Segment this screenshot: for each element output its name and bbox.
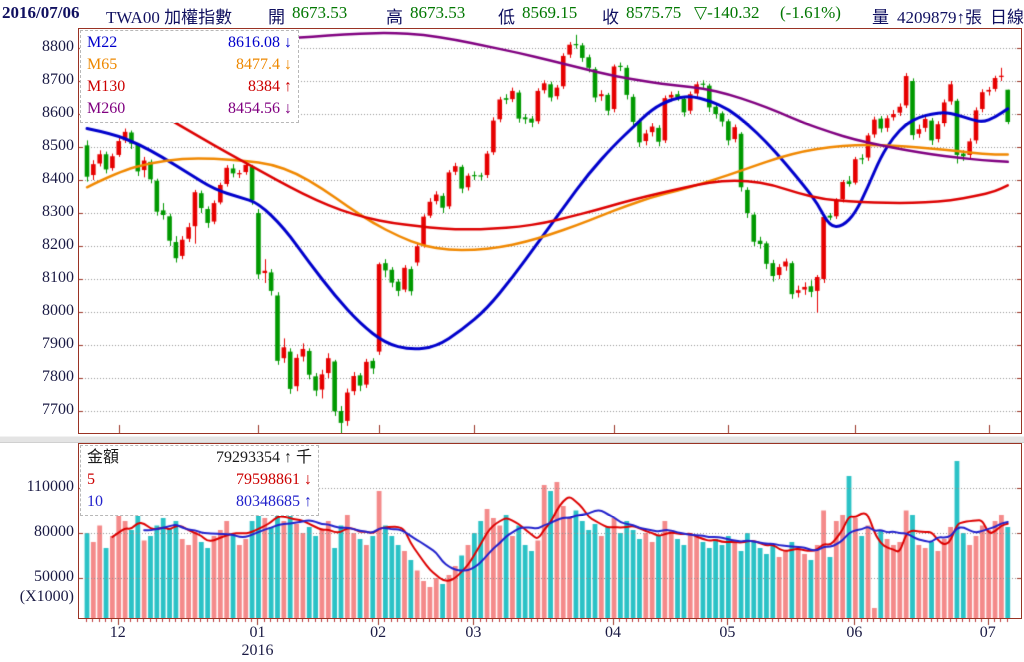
price-axis-label: 8000 (42, 302, 74, 319)
volume-label: 量 (872, 8, 889, 27)
volume-legend-box: 金額 79293354 ↑ 千 5 79598861 ↓ 10 80348685 ↑ (80, 445, 319, 516)
volume-legend-row: 10 80348685 ↑ (87, 491, 312, 513)
price-axis-label: 7700 (42, 401, 74, 418)
volume-legend-label: 10 (87, 493, 103, 510)
volume-legend-row: 5 79598861 ↓ (87, 469, 312, 491)
high-value: 8673.53 (410, 3, 466, 22)
date-axis-tick-strip (78, 619, 1020, 629)
volume-axis-label: 50000 (34, 567, 74, 585)
month-label: 02 (370, 624, 387, 641)
price-axis-label: 8300 (42, 203, 74, 220)
price-axis-label: 8600 (42, 104, 74, 121)
volume-legend-label: 5 (87, 471, 95, 488)
ma-legend-label: M65 (87, 56, 118, 73)
low-value: 8569.15 (522, 3, 578, 22)
ma-legend-row: M130 8384 ↑ (87, 76, 292, 98)
volume-legend-value: 79293354 ↑ 千 (215, 449, 312, 466)
year-label: 2016 (241, 642, 274, 659)
volume-value: 4209879↑張 (897, 8, 982, 27)
change-value: ▽-140.32 (694, 3, 760, 22)
volume-chart-panel: 金額 79293354 ↑ 千 5 79598861 ↓ 10 80348685 ↑ (78, 443, 1022, 619)
ma-legend-row: M65 8477.4 ↓ (87, 54, 292, 76)
ma-legend-value: 8616.08 ↓ (228, 34, 292, 51)
open-label: 開 (268, 8, 285, 27)
price-axis-label: 8400 (42, 170, 74, 187)
price-axis-label: 8800 (42, 38, 74, 55)
volume-axis-label: 110000 (26, 478, 74, 495)
high-label: 高 (386, 8, 403, 27)
volume-legend-row: 金額 79293354 ↑ 千 (87, 447, 312, 469)
low-label: 低 (498, 8, 515, 27)
month-label: 01 (249, 624, 266, 641)
quote-info-bar: 2016/07/06 TWA00 加權指數 開 8673.53 高 8673.5… (0, 0, 1024, 28)
month-label: 05 (719, 624, 736, 641)
ma-legend-label: M130 (87, 78, 126, 95)
volume-legend-value: 80348685 ↑ (236, 493, 312, 510)
panel-splitter[interactable] (0, 436, 1024, 443)
ma-legend-label: M22 (87, 34, 118, 51)
volume-legend-label: 金額 (87, 449, 120, 466)
open-value: 8673.53 (292, 3, 348, 22)
price-axis-label: 7900 (42, 335, 74, 352)
price-chart-panel: M22 8616.08 ↓ M65 8477.4 ↓ M130 8384 ↑ M260 845… (78, 28, 1022, 434)
price-axis-label: 8700 (42, 71, 74, 88)
price-axis-label: 7800 (42, 368, 74, 385)
price-axis-label: 8500 (42, 137, 74, 154)
price-axis-label: 8200 (42, 236, 74, 253)
change-pct-value: (-1.61%) (780, 3, 841, 22)
ma-legend-value: 8477.4 ↓ (236, 56, 292, 73)
trade-date: 2016/07/06 (2, 3, 80, 22)
month-label: 12 (109, 624, 126, 641)
ma-legend-row: M260 8454.56 ↓ (87, 98, 292, 120)
month-label: 03 (465, 624, 482, 641)
close-value: 8575.75 (626, 3, 682, 22)
symbol-name: TWA00 加權指數 (106, 8, 233, 27)
month-label: 07 (979, 624, 996, 641)
volume-axis-label: 80000 (34, 522, 74, 540)
month-label: 06 (846, 624, 863, 641)
month-label: 04 (605, 624, 622, 641)
ma-legend-label: M260 (87, 100, 126, 117)
close-label: 收 (602, 8, 619, 27)
ma-legend-box: M22 8616.08 ↓ M65 8477.4 ↓ M130 8384 ↑ M260 845… (80, 30, 299, 123)
price-axis-label: 8100 (42, 269, 74, 286)
volume-legend-value: 79598861 ↓ (236, 471, 312, 488)
period-selector[interactable]: 日線 (990, 8, 1024, 27)
ma-legend-value: 8454.56 ↓ (228, 100, 292, 117)
ma-legend-value: 8384 ↑ (248, 78, 292, 95)
volume-axis-unit: (X1000) (19, 588, 74, 605)
ma-legend-row: M22 8616.08 ↓ (87, 32, 292, 54)
